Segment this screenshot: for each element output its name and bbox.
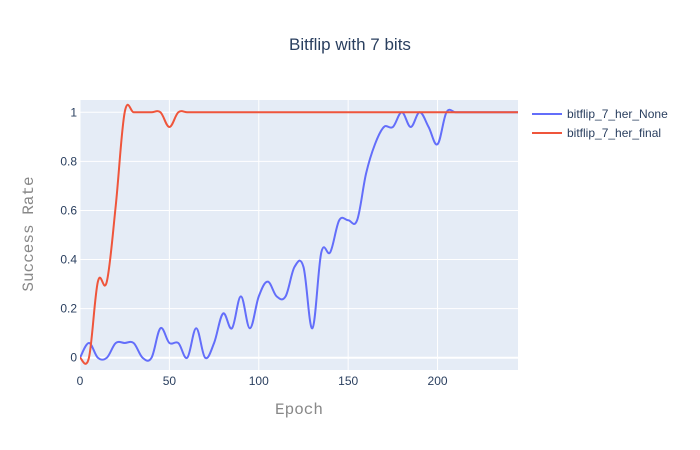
y-tick-label: 0.8 — [60, 154, 77, 168]
y-axis-title: Success Rate — [20, 176, 38, 291]
x-tick-label: 0 — [77, 374, 84, 388]
x-axis-ticks: 0 50 100 150 200 — [77, 374, 448, 388]
legend: bitflip_7_her_None bitflip_7_her_final — [532, 107, 668, 140]
x-tick-label: 200 — [428, 374, 448, 388]
chart-title: Bitflip with 7 bits — [289, 35, 411, 54]
y-tick-label: 0.6 — [60, 203, 77, 217]
legend-label[interactable]: bitflip_7_her_None — [567, 107, 668, 121]
legend-label[interactable]: bitflip_7_her_final — [567, 126, 661, 140]
x-tick-label: 50 — [163, 374, 177, 388]
series-layer — [80, 103, 518, 365]
y-tick-label: 1 — [70, 105, 77, 119]
y-tick-label: 0.4 — [60, 253, 77, 267]
series-line-bitflip_7_her_final — [80, 103, 518, 365]
x-axis-title: Epoch — [275, 401, 323, 419]
y-axis-ticks: 0 0.2 0.4 0.6 0.8 1 — [60, 105, 77, 364]
x-tick-label: 150 — [338, 374, 358, 388]
x-tick-label: 100 — [249, 374, 269, 388]
series-line-bitflip_7_her_None — [80, 108, 518, 362]
y-tick-label: 0 — [70, 351, 77, 365]
plot-area — [80, 100, 518, 370]
y-tick-label: 0.2 — [60, 302, 77, 316]
